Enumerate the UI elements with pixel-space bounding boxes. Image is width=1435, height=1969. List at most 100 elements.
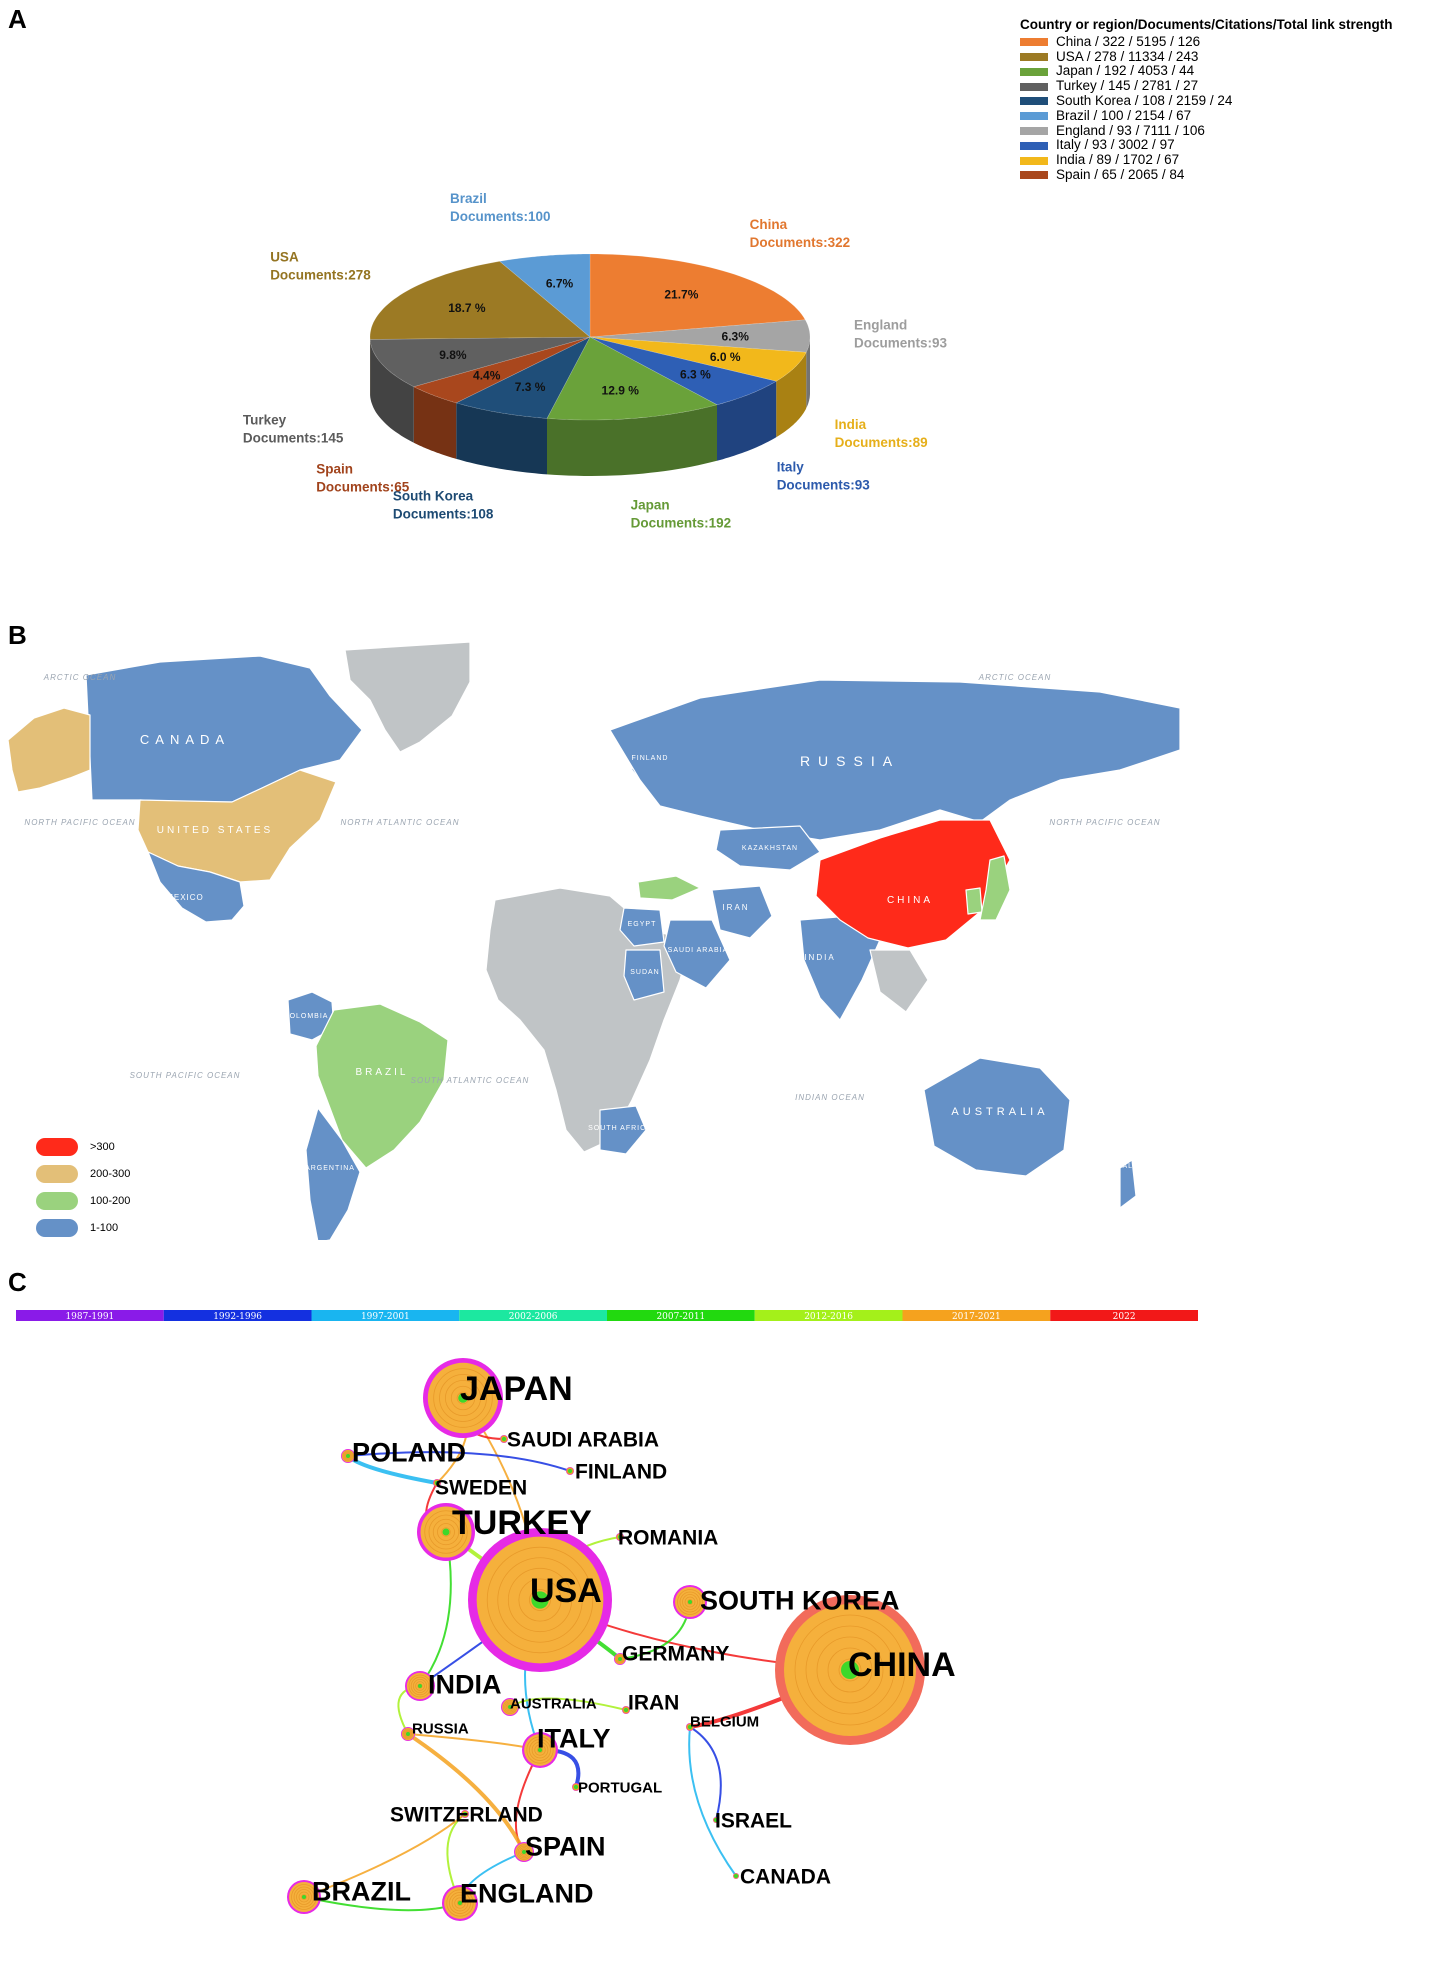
- map-label-argentina: ARGENTINA: [305, 1165, 355, 1172]
- network-label-russia: RUSSIA: [412, 1720, 469, 1737]
- pie-chart: 21.7% 6.3% 6.0 % 6.3 % 12.9 % 7.3 % 4.4% 9.8% 18…: [243, 191, 948, 531]
- legend-swatch: [1020, 82, 1048, 91]
- pie-label-docs-italy: Documents:93: [777, 478, 871, 493]
- pie-label-name-brazil: Brazil: [450, 191, 487, 206]
- map-legend-swatch: [36, 1191, 78, 1210]
- pie-label-docs-india: Documents:89: [835, 435, 928, 450]
- timeline-label: 2007-2011: [656, 1312, 705, 1322]
- map-label-sudan: SUDAN: [630, 969, 660, 976]
- map-ocean-label: NORTH ATLANTIC OCEAN: [341, 818, 460, 827]
- network-label-brazil: BRAZIL: [312, 1876, 411, 1906]
- panel-label-c: C: [8, 1267, 27, 1297]
- map-label-finland: FINLAND: [632, 755, 669, 762]
- map-region-alaska: [7, 707, 91, 793]
- legend-item-china: China / 322 / 5195 / 126: [1020, 34, 1393, 50]
- pie-percent-spain: 4.4%: [473, 369, 501, 383]
- pie-label-name-usa: USA: [270, 250, 299, 265]
- network-label-germany: GERMANY: [622, 1642, 729, 1665]
- network-node-iran: [622, 1706, 630, 1714]
- map-label-mexico: MEXICO: [166, 893, 204, 902]
- legend-item-spain: Spain / 65 / 2065 / 84: [1020, 166, 1393, 183]
- legend-swatch: [1020, 112, 1048, 121]
- map-ocean-label: NORTH PACIFIC OCEAN: [24, 818, 135, 827]
- pie-side-italy: [717, 381, 777, 461]
- network-node-brazil: [287, 1880, 321, 1914]
- pie-label-docs-england: Documents:93: [854, 336, 948, 351]
- legend-text: Brazil / 100 / 2154 / 67: [1056, 107, 1192, 123]
- map-ocean-label: NORTH PACIFIC OCEAN: [1049, 818, 1160, 827]
- network-node-portugal: [572, 1783, 580, 1791]
- legend-item-turkey: Turkey / 145 / 2781 / 27: [1020, 78, 1393, 94]
- map-legend-swatch: [36, 1164, 78, 1183]
- map-ocean-label: ARCTIC OCEAN: [978, 673, 1051, 682]
- map-label-saudi-arabia: SAUDI ARABIA: [668, 947, 729, 954]
- map-region-brazil: [315, 1003, 449, 1169]
- timeline-segment: [16, 1310, 164, 1321]
- world-map: CHINA UNITED STATES BRAZIL CANADA RUSSIA AUST…: [0, 641, 1200, 1240]
- network-label-finland: FINLAND: [575, 1460, 667, 1483]
- map-region-sudan: [623, 949, 665, 1001]
- network-label-saudi-arabia: SAUDI ARABIA: [507, 1428, 659, 1451]
- pie-label-docs-china: Documents:322: [750, 235, 851, 250]
- network-node-germany: [614, 1653, 626, 1665]
- panel-label-a: A: [8, 4, 27, 34]
- pie-slice-england: [589, 319, 811, 353]
- network-node-belgium: [686, 1723, 694, 1731]
- timeline-segment: [311, 1310, 460, 1321]
- pie-slice-italy: [589, 336, 777, 406]
- pie-slice-turkey: [369, 336, 591, 388]
- timeline-segment: [754, 1310, 903, 1321]
- pie-percent-south-korea: 7.3 %: [515, 380, 546, 394]
- network-node-russia: [401, 1727, 415, 1741]
- map-label-colombia: COLOMBIA: [284, 1013, 329, 1020]
- network-label-sweden: SWEDEN: [435, 1476, 527, 1499]
- map-label-russia: RUSSIA: [800, 753, 900, 769]
- map-label-south-africa: SOUTH AFRICA: [588, 1125, 652, 1132]
- network-node-turkey: [417, 1503, 475, 1561]
- map-legend-item: 100-200: [36, 1187, 130, 1214]
- pie-percent-italy: 6.3 %: [680, 368, 711, 382]
- map-label-australia: AUSTRALIA: [951, 1106, 1048, 1118]
- network-node-switzerland: [461, 1810, 469, 1818]
- pie-slice-china: [589, 253, 806, 338]
- legend-text: India / 89 / 1702 / 67: [1056, 152, 1180, 168]
- network-label-canada: CANADA: [740, 1865, 831, 1888]
- pie-legend: Country or region/Documents/Citations/To…: [1020, 17, 1393, 183]
- network-label-india: INDIA: [428, 1669, 502, 1699]
- map-region-south-korea: [965, 887, 983, 915]
- network-node-israel: [713, 1817, 719, 1823]
- pie-slice-japan: [546, 336, 718, 421]
- pie-label-docs-south-korea: Documents:108: [393, 507, 494, 522]
- timeline-segment: [902, 1310, 1051, 1321]
- legend-item-south-korea: South Korea / 108 / 2159 / 24: [1020, 93, 1393, 109]
- pie-slice-brazil: [498, 253, 591, 338]
- network-labels: JAPAN SAUDI ARABIA POLAND FINLAND SWEDEN TURK…: [312, 1370, 956, 1909]
- network-label-switzerland: SWITZERLAND: [390, 1803, 543, 1826]
- timeline-segment: [1050, 1310, 1198, 1321]
- map-region-egypt: [619, 907, 665, 947]
- map-region-australia: [923, 1057, 1071, 1177]
- network-label-turkey: TURKEY: [452, 1504, 592, 1542]
- network-link: [688, 1726, 737, 1877]
- network-label-poland: POLAND: [352, 1437, 466, 1467]
- map-region-turkey: [637, 875, 701, 901]
- legend-swatch: [1020, 156, 1048, 165]
- pie-side-spain: [413, 386, 457, 459]
- pie-label-name-turkey: Turkey: [243, 413, 287, 428]
- map-ocean-label: INDIAN OCEAN: [795, 1093, 865, 1102]
- network-node-spain: [514, 1842, 534, 1862]
- pie-side-turkey: [370, 339, 414, 443]
- network-node-canada: [733, 1873, 739, 1879]
- network-node-italy: [522, 1732, 558, 1768]
- timeline-label: 1992-1996: [213, 1312, 262, 1322]
- network-label-belgium: BELGIUM: [690, 1713, 759, 1730]
- network-link: [347, 1451, 571, 1472]
- legend-swatch: [1020, 38, 1048, 47]
- map-label-kazakhstan: KAZAKHSTAN: [742, 845, 798, 852]
- network-link: [303, 1813, 466, 1898]
- legend-text: Spain / 65 / 2065 / 84: [1056, 166, 1185, 182]
- pie-label-name-china: China: [750, 217, 788, 232]
- timeline-bar: 1987-1991 1992-1996 1997-2001 2002-2006 2007…: [16, 1310, 1198, 1322]
- map-legend-item: >300: [36, 1133, 130, 1160]
- pie-label-docs-brazil: Documents:100: [450, 209, 551, 224]
